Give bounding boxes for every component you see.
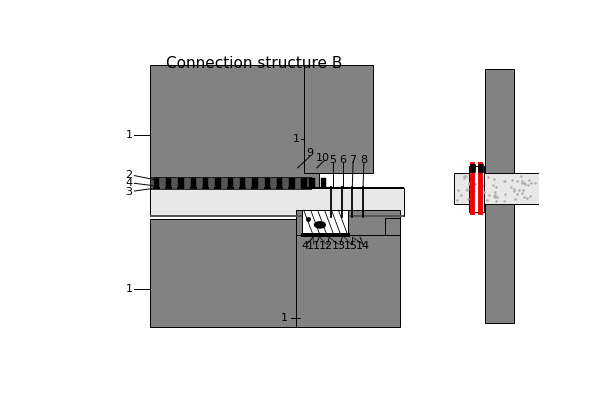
Bar [150, 187, 404, 189]
Bar [252, 178, 258, 188]
Bar [150, 188, 404, 216]
Bar [321, 178, 326, 188]
Bar [320, 187, 327, 189]
Bar [203, 178, 209, 188]
Bar [300, 187, 308, 189]
Bar [150, 65, 319, 189]
Bar [165, 187, 172, 189]
Bar [304, 65, 373, 173]
Bar [177, 187, 185, 189]
Text: 1: 1 [293, 134, 299, 143]
Bar [276, 187, 283, 189]
Bar [202, 187, 209, 189]
Ellipse shape [314, 222, 325, 228]
Bar [215, 178, 221, 188]
Bar [288, 187, 295, 189]
Text: 6: 6 [340, 155, 347, 165]
Bar [228, 178, 233, 188]
Bar [150, 177, 311, 189]
Bar [240, 178, 245, 188]
Text: 15: 15 [344, 241, 358, 252]
Bar [215, 187, 221, 189]
Bar [150, 219, 300, 327]
Text: 3: 3 [126, 187, 132, 197]
Bar [485, 69, 514, 323]
Bar [190, 187, 197, 189]
Text: 1: 1 [126, 284, 132, 294]
Text: 1: 1 [281, 313, 288, 323]
Bar [470, 164, 475, 172]
Bar [309, 178, 314, 188]
Bar [277, 178, 282, 188]
Bar [251, 187, 258, 189]
Text: 5: 5 [329, 155, 337, 165]
Bar [150, 215, 404, 217]
Text: 10: 10 [316, 153, 330, 163]
Bar [454, 173, 545, 204]
Text: 1: 1 [126, 130, 132, 140]
Bar [296, 235, 400, 327]
Text: 7: 7 [350, 155, 356, 165]
Bar [239, 187, 246, 189]
Text: 12: 12 [319, 241, 333, 252]
Bar [264, 178, 270, 188]
Text: 9: 9 [307, 148, 314, 158]
Text: 4: 4 [126, 178, 133, 188]
Bar [227, 187, 234, 189]
Bar [385, 218, 400, 235]
Text: 2: 2 [126, 170, 133, 180]
Bar [308, 187, 316, 189]
Bar [469, 166, 484, 212]
Text: 14: 14 [356, 241, 370, 252]
Text: 8: 8 [360, 155, 367, 165]
Bar [154, 178, 159, 188]
Bar [289, 178, 294, 188]
Bar [296, 210, 400, 235]
Bar [153, 187, 160, 189]
Text: Connection structure B: Connection structure B [165, 55, 342, 71]
Bar [300, 233, 350, 237]
Bar [478, 164, 483, 172]
Text: 4: 4 [301, 241, 308, 252]
Bar [178, 178, 184, 188]
Bar [191, 178, 196, 188]
Text: 11: 11 [307, 241, 321, 252]
Bar [302, 178, 307, 188]
Bar [166, 178, 171, 188]
Text: 13: 13 [331, 241, 346, 252]
Bar [302, 210, 349, 235]
Bar [264, 187, 270, 189]
